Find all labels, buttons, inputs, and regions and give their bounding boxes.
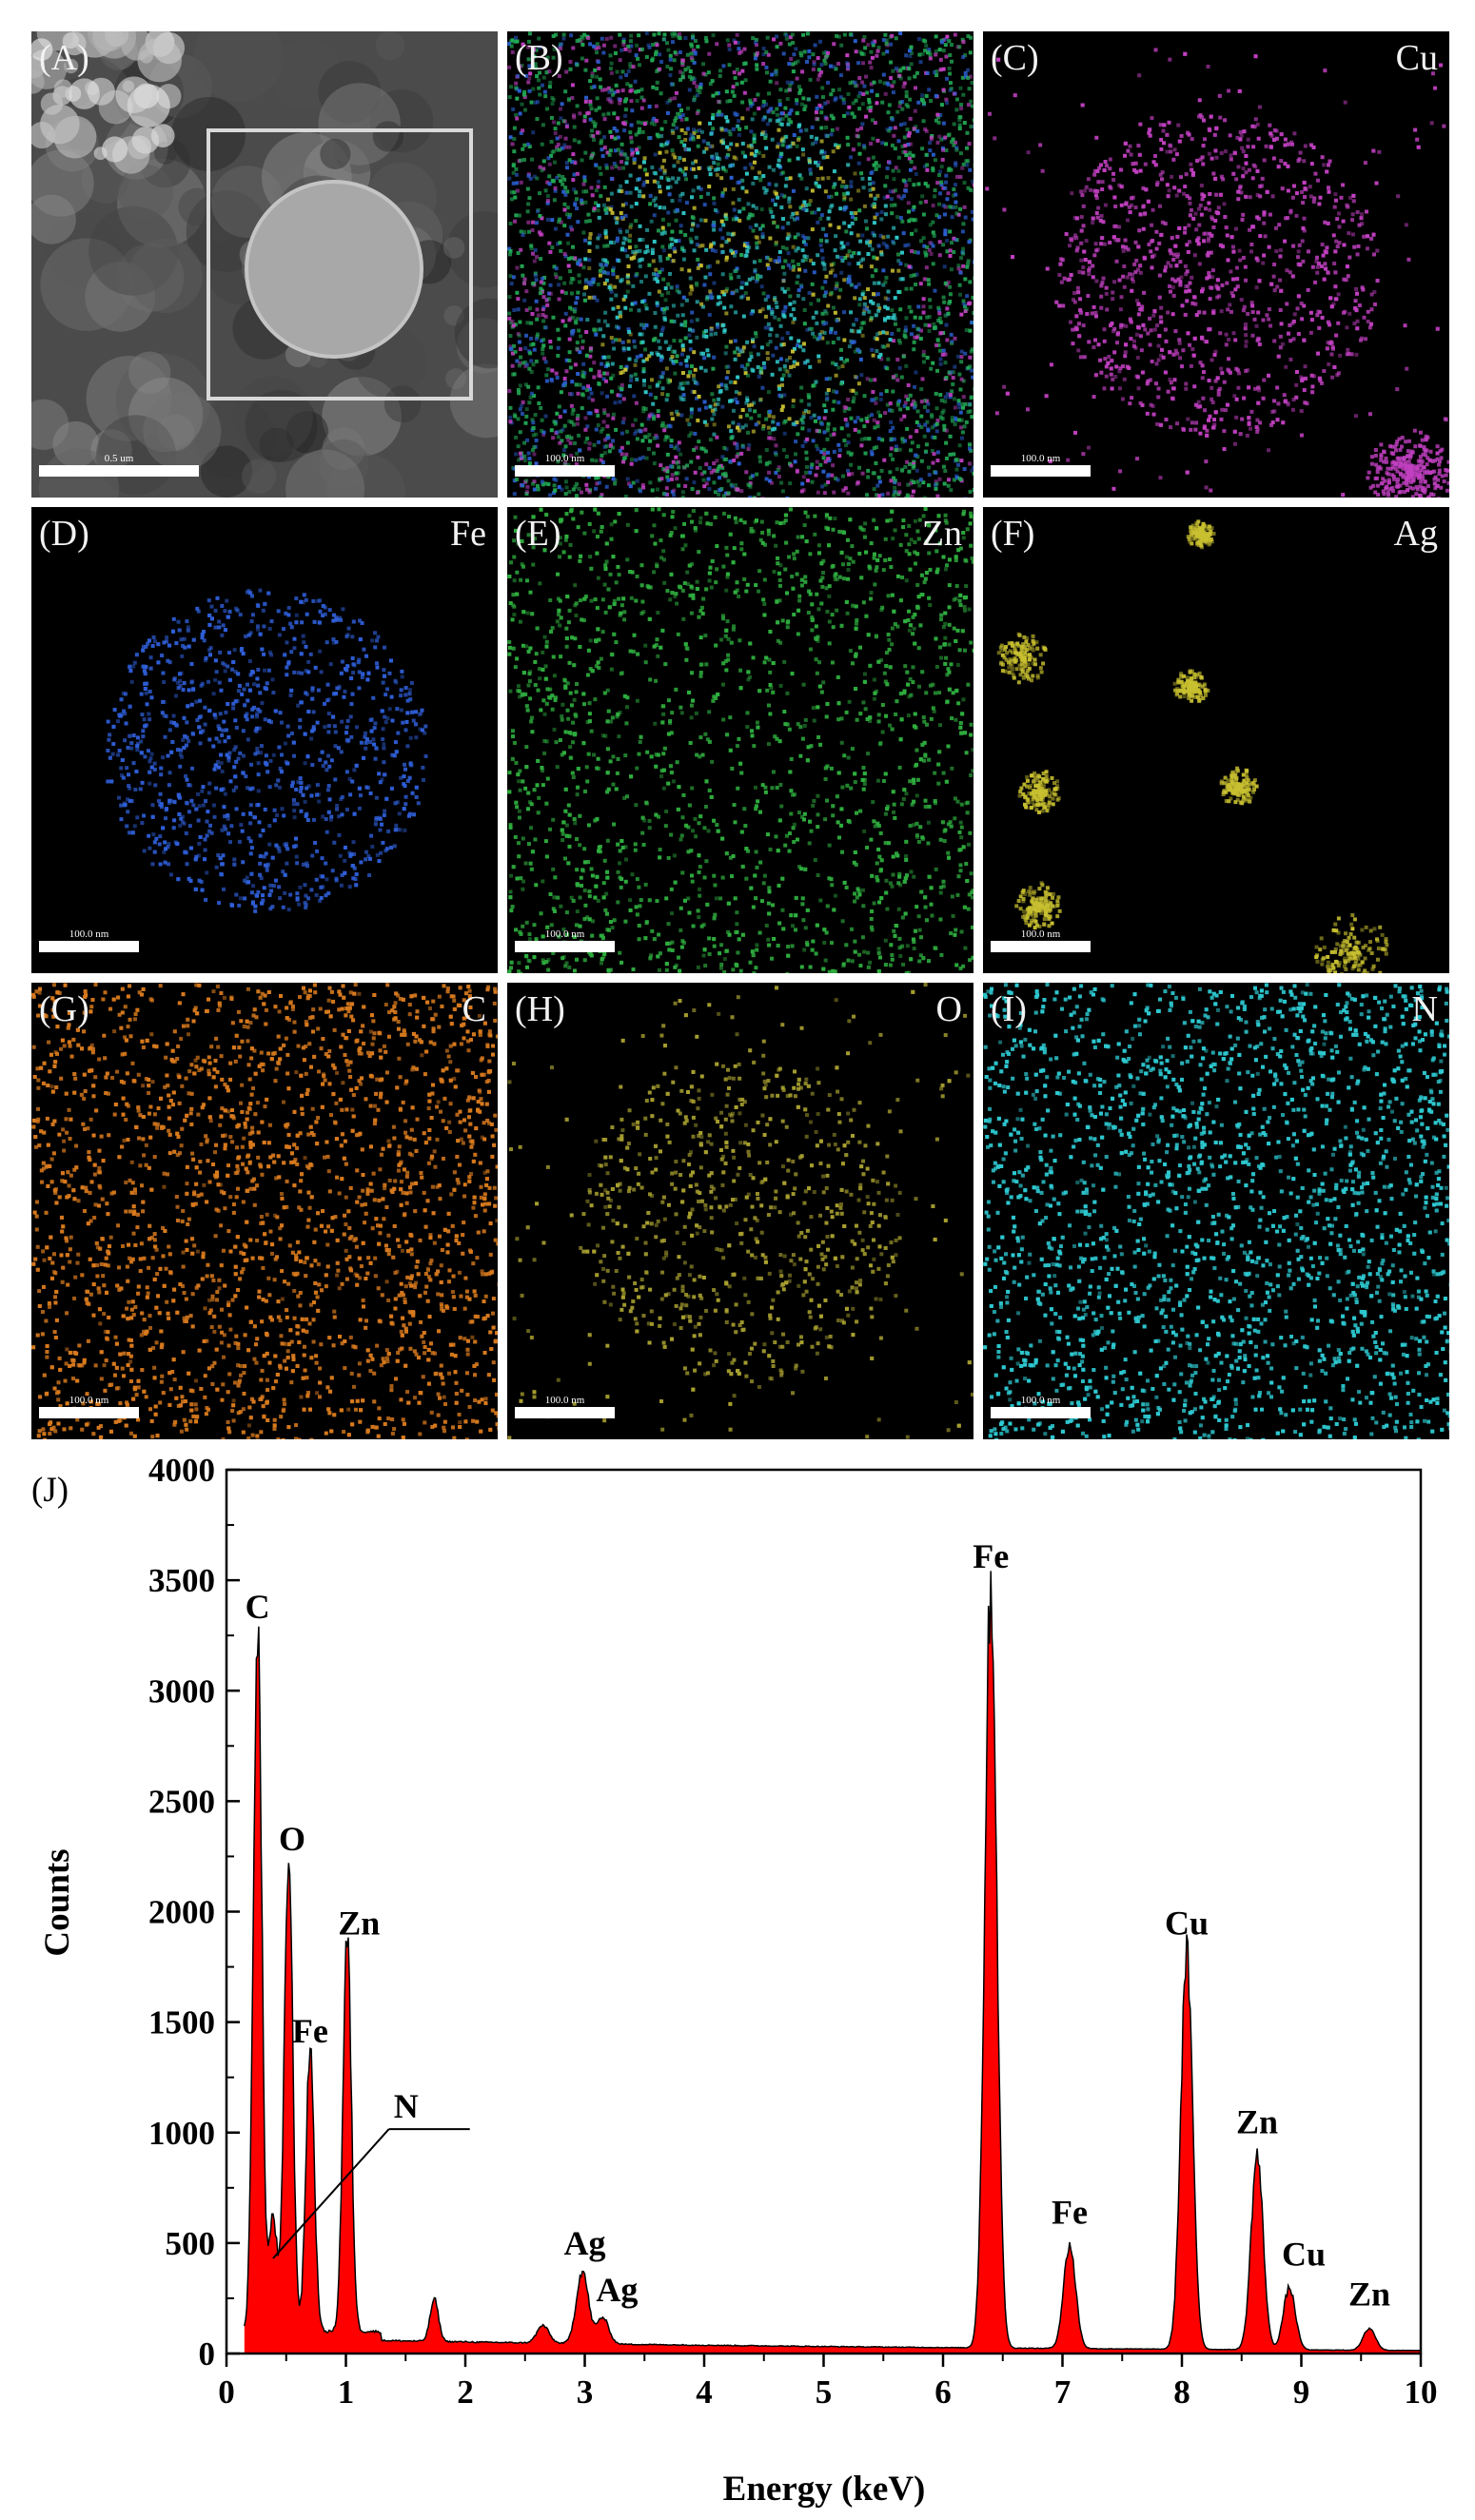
element-symbol: Fe [450, 514, 486, 554]
element-symbol: O [936, 989, 962, 1029]
chart-panel-label: (J) [31, 1471, 69, 1510]
peak-label-zn: Zn [1236, 2102, 1278, 2140]
peak-label-cu: Cu [1165, 1904, 1209, 1942]
scale-bar-label: 0.5 um [105, 453, 134, 464]
peak-label-fe: Fe [1052, 2194, 1088, 2232]
y-tick-label: 1000 [148, 2115, 215, 2152]
x-tick-label: 9 [1293, 2373, 1310, 2411]
scale-bar-label: 100.0 nm [1021, 1395, 1061, 1406]
y-tick-label: 4000 [148, 1452, 215, 1489]
scale-bar [515, 465, 615, 477]
x-tick-label: 5 [816, 2373, 833, 2411]
peak-label-c: C [246, 1588, 270, 1626]
eds-map-panel-i: (I) N 100.0 nm [983, 983, 1453, 1443]
scale-bar-label: 100.0 nm [545, 1395, 585, 1406]
y-tick-label: 500 [166, 2225, 216, 2262]
element-symbol: Ag [1394, 514, 1438, 554]
eds-map-panel-b: (B) 100.0 nm [507, 31, 977, 501]
element-symbol: N [1412, 989, 1438, 1029]
y-tick-label: 3000 [148, 1672, 215, 1709]
peak-label-zn: Zn [1348, 2275, 1390, 2313]
panel-label: (A) [39, 38, 89, 78]
y-axis-label: Counts [38, 1848, 77, 1956]
x-tick-label: 10 [1405, 2373, 1438, 2411]
panel-label: (E) [515, 514, 561, 554]
spectrum-line [245, 1571, 1421, 2350]
x-tick-label: 0 [218, 2373, 235, 2411]
eds-map-panel-a: (A) 0.5 um [18, 3, 524, 533]
map-background [507, 983, 974, 1439]
panel-label: (G) [39, 989, 89, 1029]
scale-bar [39, 465, 199, 477]
scale-bar-label: 100.0 nm [545, 453, 585, 464]
eds-spectrum-chart: (J) Counts Energy (keV) 0 500 1000 1500 2000… [31, 1452, 1438, 2509]
x-tick-label: 4 [696, 2373, 713, 2411]
element-symbol: Zn [922, 514, 962, 554]
peak-label-cu: Cu [1282, 2236, 1326, 2274]
peak-label-zn: Zn [338, 1904, 380, 1942]
scale-bar [39, 941, 139, 952]
panel-label: (C) [991, 38, 1039, 78]
element-symbol: C [462, 989, 486, 1029]
scale-bar-label: 100.0 nm [1021, 453, 1061, 464]
scale-bar [515, 941, 615, 952]
scale-bar [991, 465, 1091, 477]
y-tick-label: 0 [199, 2335, 216, 2373]
plot-frame [226, 1470, 1421, 2354]
y-tick-label: 1500 [148, 2004, 215, 2041]
scale-bar-label: 100.0 nm [1021, 928, 1061, 940]
scale-bar [991, 1407, 1091, 1418]
scale-bar-label: 100.0 nm [69, 928, 109, 940]
peak-label-fe: Fe [973, 1537, 1009, 1575]
x-tick-label: 2 [457, 2373, 474, 2411]
x-tick-label: 1 [338, 2373, 355, 2411]
map-background [31, 507, 498, 973]
scale-bar [515, 1407, 615, 1418]
map-background [983, 31, 1449, 498]
eds-map-panel-h: (H) O 100.0 nm [507, 983, 974, 1439]
y-tick-label: 3500 [148, 1562, 215, 1599]
y-tick-label: 2000 [148, 1894, 215, 1931]
eds-map-panel-d: (D) Fe 100.0 nm [31, 507, 498, 973]
peak-label-n: N [394, 2087, 419, 2125]
x-tick-label: 3 [577, 2373, 594, 2411]
panel-label: (F) [991, 514, 1034, 554]
x-tick-label: 8 [1173, 2373, 1190, 2411]
scale-bar-label: 100.0 nm [545, 928, 585, 940]
eds-map-panel-c: (C) Cu 100.0 nm [983, 31, 1453, 516]
peak-label-ag: Ag [596, 2271, 638, 2309]
y-tick-label: 2500 [148, 1783, 215, 1820]
panel-label: (I) [991, 989, 1027, 1029]
scale-bar [39, 1407, 139, 1418]
spectrum-fill [245, 1571, 1421, 2354]
peak-label-o: O [279, 1820, 305, 1858]
x-tick-label: 6 [934, 2373, 952, 2411]
x-tick-label: 7 [1054, 2373, 1072, 2411]
map-background [983, 507, 1449, 973]
panel-label: (D) [39, 514, 89, 554]
eds-map-panel-e: (E) Zn 100.0 nm [507, 507, 977, 976]
scale-bar-label: 100.0 nm [69, 1395, 109, 1406]
eds-map-panel-f: (F) Ag 100.0 nm [983, 507, 1449, 991]
peak-label-ag: Ag [564, 2224, 606, 2262]
x-axis-label: Energy (keV) [723, 2470, 926, 2509]
element-symbol: Cu [1396, 38, 1438, 78]
panel-label: (H) [515, 989, 565, 1029]
panel-label: (B) [515, 38, 563, 78]
peak-label-fe: Fe [292, 2012, 328, 2050]
eds-map-grid: (A) 0.5 um (B) 100.0 nm (C) Cu 100.0 nm (D) Fe 10… [18, 3, 1453, 1443]
eds-map-panel-g: (G) C 100.0 nm [31, 983, 502, 1443]
scale-bar [991, 941, 1091, 952]
